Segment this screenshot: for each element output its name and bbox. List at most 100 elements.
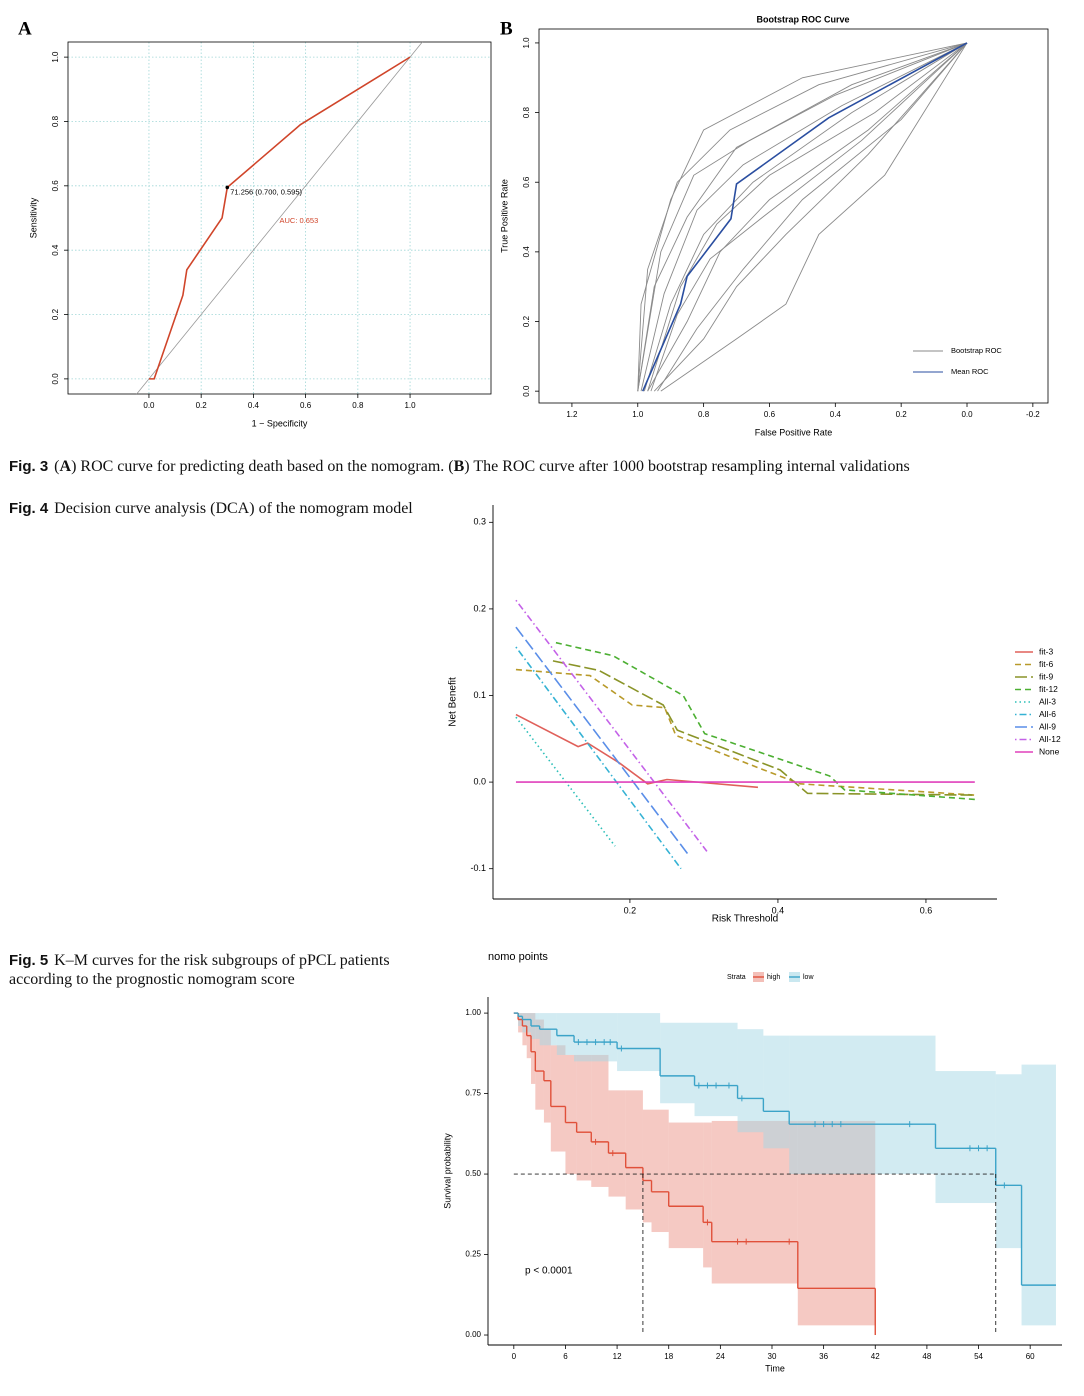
caption-text: ( bbox=[54, 458, 60, 475]
line bbox=[552, 660, 975, 796]
censor-mark bbox=[906, 1121, 913, 1128]
confidence-band bbox=[789, 1035, 936, 1175]
censor-mark bbox=[984, 1145, 991, 1152]
line bbox=[515, 646, 682, 870]
line bbox=[515, 626, 690, 857]
censor-mark bbox=[837, 1121, 844, 1128]
censor-mark bbox=[601, 1039, 608, 1046]
censor-mark bbox=[607, 1039, 614, 1046]
x-tick-label: 0.0 bbox=[961, 410, 973, 419]
x-axis-label: Risk Threshold bbox=[712, 914, 779, 925]
x-tick-label: 42 bbox=[871, 1352, 880, 1361]
censor-mark bbox=[966, 1145, 973, 1152]
confidence-band bbox=[651, 1109, 669, 1233]
y-axis-label: True Positive Rate bbox=[499, 179, 509, 253]
censor-mark bbox=[583, 1039, 590, 1046]
censor-mark bbox=[609, 1150, 616, 1157]
bootstrap-curve bbox=[647, 42, 968, 392]
y-tick-label: 0.2 bbox=[473, 603, 486, 613]
y-tick-label: 0.4 bbox=[51, 244, 60, 256]
caption-text: ) ROC curve for predicting death based o… bbox=[71, 458, 454, 475]
censor-mark bbox=[704, 1082, 711, 1089]
censor-mark bbox=[829, 1121, 836, 1128]
y-axis-label: Survival probability bbox=[442, 1133, 452, 1209]
y-tick-label: 0.0 bbox=[51, 373, 60, 385]
x-tick-label: 60 bbox=[1026, 1352, 1035, 1361]
confidence-band bbox=[591, 1054, 609, 1187]
x-tick-label: 12 bbox=[613, 1352, 622, 1361]
confidence-band bbox=[522, 1013, 532, 1033]
x-tick-label: 48 bbox=[922, 1352, 931, 1361]
x-tick-label: 0.0 bbox=[143, 401, 155, 410]
x-tick-label: 0.4 bbox=[830, 410, 842, 419]
x-axis-label: False Positive Rate bbox=[755, 427, 833, 437]
censor-mark bbox=[575, 1039, 582, 1046]
legend-label: fit-9 bbox=[1039, 671, 1053, 681]
caption: Fig. 4 Decision curve analysis (DCA) of t… bbox=[9, 499, 429, 518]
confidence-band bbox=[935, 1071, 996, 1204]
confidence-band bbox=[565, 1054, 577, 1175]
y-tick-label: 0.00 bbox=[465, 1330, 481, 1339]
caption-text: ) The ROC curve after 1000 bootstrap res… bbox=[464, 458, 910, 475]
y-tick-label: 0.0 bbox=[522, 385, 531, 397]
y-tick-label: 0.6 bbox=[51, 180, 60, 192]
caption-label: Fig. 3 bbox=[9, 458, 49, 475]
y-tick-label: 0.4 bbox=[522, 246, 531, 258]
x-tick-label: 30 bbox=[768, 1352, 777, 1361]
line bbox=[641, 42, 968, 392]
x-tick-label: 1.0 bbox=[404, 401, 416, 410]
censor-mark bbox=[695, 1082, 702, 1089]
x-axis-label: Time bbox=[765, 1363, 785, 1373]
y-tick-label: 0.2 bbox=[51, 308, 60, 320]
y-axis-label: Sensitivity bbox=[28, 197, 38, 238]
legend-label: All-9 bbox=[1039, 721, 1056, 731]
bootstrap-curve bbox=[637, 42, 968, 392]
confidence-band bbox=[574, 1013, 618, 1062]
x-tick-label: 0.6 bbox=[764, 410, 776, 419]
bootstrap-curve bbox=[640, 42, 968, 392]
line bbox=[148, 56, 411, 380]
panel-label: B bbox=[500, 18, 513, 39]
confidence-band bbox=[535, 1019, 544, 1110]
confidence-band bbox=[995, 1074, 1022, 1249]
x-tick-label: 24 bbox=[716, 1352, 725, 1361]
x-tick-label: 0.4 bbox=[772, 905, 785, 915]
y-tick-label: 0.0 bbox=[473, 776, 486, 786]
censor-mark bbox=[592, 1039, 599, 1046]
y-tick-label: 1.0 bbox=[51, 51, 60, 63]
censor-mark bbox=[592, 1138, 599, 1145]
censor-mark bbox=[1001, 1182, 1008, 1189]
censor-mark bbox=[820, 1121, 827, 1128]
x-tick-label: 36 bbox=[819, 1352, 828, 1361]
line bbox=[515, 668, 975, 796]
y-tick-label: 0.8 bbox=[522, 106, 531, 118]
bootstrap-curve bbox=[637, 42, 968, 392]
y-tick-label: 0.2 bbox=[522, 315, 531, 327]
censor-mark bbox=[618, 1045, 625, 1052]
chart-title: nomo points bbox=[488, 951, 548, 963]
line bbox=[515, 713, 759, 789]
caption: Fig. 3 (A) ROC curve for predicting death… bbox=[9, 457, 1079, 476]
confidence-band bbox=[556, 1013, 575, 1055]
confidence-band bbox=[531, 1013, 536, 1084]
caption-text: Decision curve analysis (DCA) of the nom… bbox=[54, 500, 413, 517]
caption-label: Fig. 4 bbox=[9, 500, 49, 517]
legend-title: Strata bbox=[727, 974, 746, 981]
censor-mark bbox=[713, 1082, 720, 1089]
censor-mark bbox=[786, 1238, 793, 1245]
legend-label: All-3 bbox=[1039, 696, 1056, 706]
y-tick-label: 0.3 bbox=[473, 517, 486, 527]
y-tick-label: 0.50 bbox=[465, 1169, 481, 1178]
bootstrap-curve bbox=[643, 42, 968, 392]
x-tick-label: 0.8 bbox=[698, 410, 710, 419]
confidence-band bbox=[1021, 1064, 1056, 1326]
x-tick-label: 0.6 bbox=[300, 401, 312, 410]
x-tick-label: 6 bbox=[563, 1352, 568, 1361]
censor-mark bbox=[743, 1238, 750, 1245]
confidence-band bbox=[642, 1109, 652, 1223]
legend-label: low bbox=[803, 974, 814, 981]
caption-text: A bbox=[59, 458, 72, 475]
confidence-band bbox=[694, 1022, 738, 1117]
